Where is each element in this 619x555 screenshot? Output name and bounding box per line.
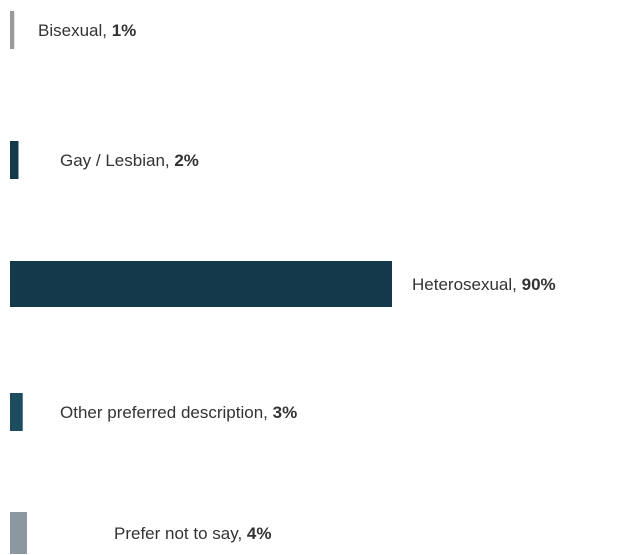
category-name: Heterosexual, — [412, 275, 522, 294]
category-name: Gay / Lesbian, — [60, 151, 174, 170]
bar-heterosexual — [10, 261, 392, 307]
bar-other-preferred-description — [10, 393, 23, 431]
data-label: Gay / Lesbian, 2% — [60, 151, 199, 170]
bar-prefer-not-to-say — [10, 512, 27, 554]
bar-bisexual — [10, 11, 15, 49]
value-label: 2% — [174, 151, 199, 170]
category-name: Bisexual, — [38, 21, 112, 40]
value-label: 3% — [273, 403, 298, 422]
data-label: Other preferred description, 3% — [60, 403, 297, 422]
value-label: 90% — [522, 275, 556, 294]
data-label: Bisexual, 1% — [38, 21, 136, 40]
value-label: 4% — [247, 524, 272, 543]
category-name: Prefer not to say, — [114, 524, 247, 543]
category-name: Other preferred description, — [60, 403, 273, 422]
value-label: 1% — [112, 21, 137, 40]
data-label: Prefer not to say, 4% — [114, 524, 272, 543]
bar-gay-lesbian — [10, 141, 19, 179]
data-label: Heterosexual, 90% — [412, 275, 556, 294]
